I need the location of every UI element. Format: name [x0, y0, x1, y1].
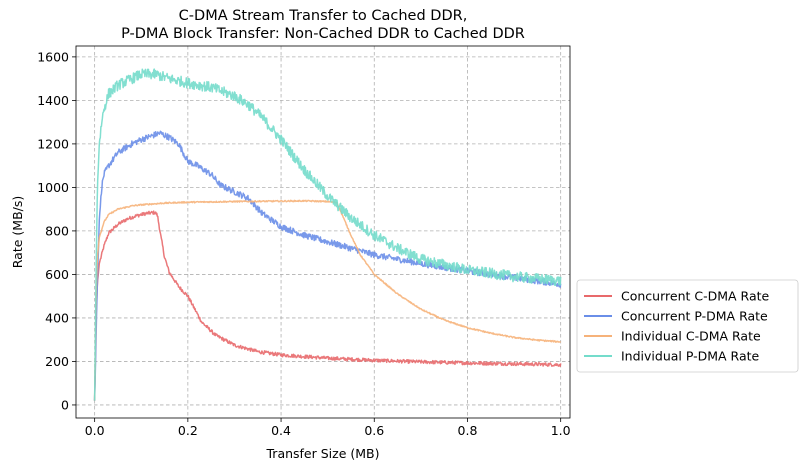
- x-tick-label: 0.2: [178, 423, 198, 438]
- series-line-4: [93, 68, 562, 401]
- legend-label: Individual C-DMA Rate: [621, 329, 761, 344]
- grid: [76, 46, 570, 418]
- series-line-2: [93, 130, 562, 401]
- y-tick-label: 1600: [37, 49, 69, 64]
- legend-label: Concurrent P-DMA Rate: [621, 309, 768, 324]
- series-lines: [93, 68, 562, 401]
- chart-title-line-2: P-DMA Block Transfer: Non-Cached DDR to …: [121, 26, 525, 42]
- y-tick-label: 400: [45, 310, 69, 325]
- axis-ticks: 0.0 0.2 0.4 0.6 0.8 1.0 0 200 400 600 800 1000 1200 1…: [37, 49, 570, 438]
- x-tick-label: 1.0: [551, 423, 571, 438]
- legend-label: Concurrent C-DMA Rate: [621, 289, 770, 304]
- y-tick-label: 1200: [37, 136, 69, 151]
- x-tick-label: 0.0: [85, 423, 105, 438]
- y-axis-label: Rate (MB/s): [10, 196, 25, 268]
- x-axis-label: Transfer Size (MB): [266, 446, 380, 461]
- y-tick-label: 1000: [37, 180, 69, 195]
- legend: Concurrent C-DMA Rate Concurrent P-DMA Ra…: [576, 279, 799, 373]
- x-tick-label: 0.4: [271, 423, 291, 438]
- y-tick-label: 0: [61, 397, 69, 412]
- series-line-1: [93, 210, 562, 401]
- legend-label: Individual P-DMA Rate: [621, 349, 760, 364]
- plot-area-frame: [75, 45, 571, 419]
- chart-title-line-1: C-DMA Stream Transfer to Cached DDR,: [179, 8, 468, 24]
- y-tick-label: 1400: [37, 93, 69, 108]
- series-line-3: [93, 199, 561, 401]
- y-tick-label: 600: [45, 267, 69, 282]
- x-tick-label: 0.6: [364, 423, 384, 438]
- legend-box: [576, 279, 799, 373]
- y-tick-label: 200: [45, 354, 69, 369]
- x-tick-label: 0.8: [458, 423, 478, 438]
- y-tick-label: 800: [45, 223, 69, 238]
